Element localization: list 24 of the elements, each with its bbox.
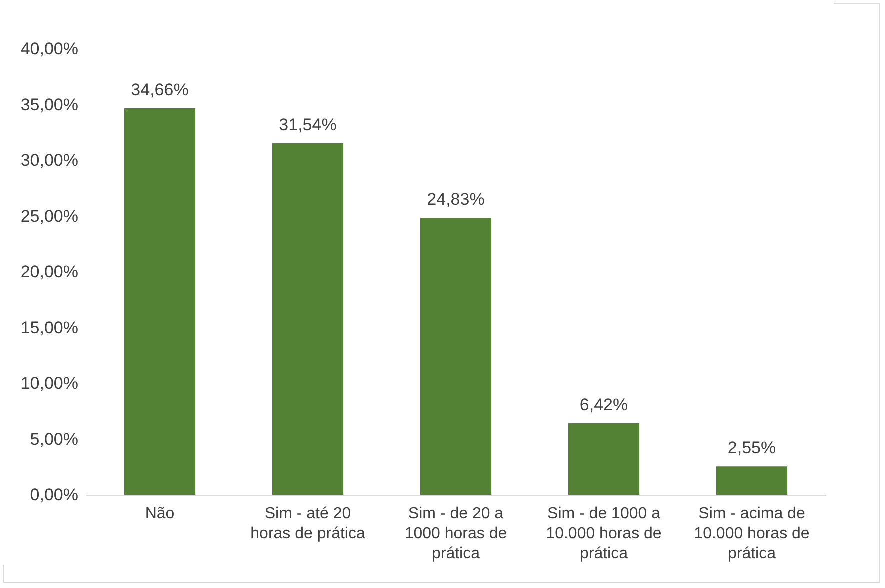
data-label: 34,66%: [131, 80, 189, 100]
x-tick-label: Sim - de 20 a 1000 horas de prática: [404, 506, 508, 562]
bar: [716, 466, 788, 495]
bar: [568, 423, 640, 495]
y-tick-label: 25,00%: [20, 206, 78, 226]
bar: [124, 108, 196, 495]
data-label: 24,83%: [427, 190, 485, 210]
data-label: 2,55%: [728, 438, 776, 458]
y-tick-label: 30,00%: [20, 151, 78, 170]
bar: [272, 143, 344, 495]
y-tick-label: 20,00%: [20, 262, 78, 282]
bar: [420, 218, 492, 495]
y-tick-label: 40,00%: [20, 40, 78, 58]
x-tick-label: Sim - até 20 horas de prática: [250, 506, 366, 542]
y-tick-label: 15,00%: [20, 318, 78, 338]
data-label: 6,42%: [580, 395, 628, 414]
y-tick-label: 0,00%: [30, 486, 78, 504]
x-tick-label: Não: [145, 506, 175, 522]
x-tick-label: Sim - acima de 10.000 horas de prática: [694, 506, 810, 562]
x-tick-label: Sim - de 1000 a 10.000 horas de prática: [546, 506, 662, 562]
data-label: 31,54%: [279, 115, 337, 134]
y-tick-label: 35,00%: [20, 95, 78, 114]
y-tick-label: 5,00%: [30, 430, 78, 449]
y-tick-label: 10,00%: [20, 374, 78, 393]
